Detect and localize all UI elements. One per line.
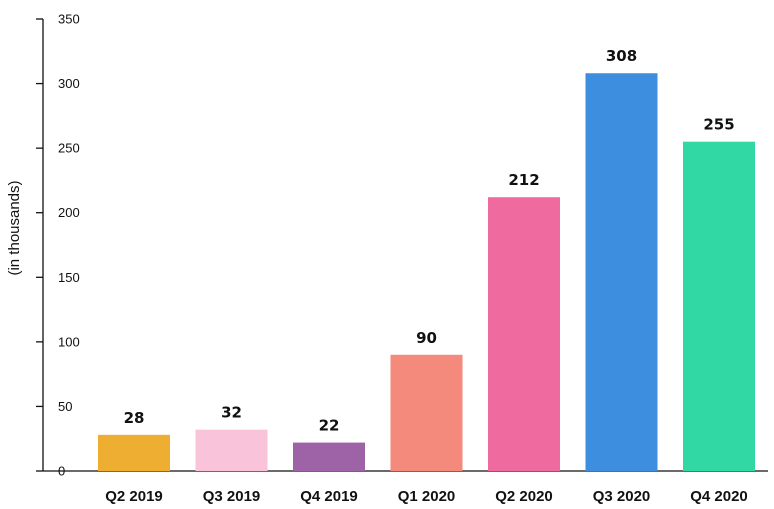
data-label: 212 — [508, 171, 539, 189]
bar-q2-2019 — [98, 434, 170, 471]
bar-q2-2020 — [488, 197, 560, 471]
bar-q1-2020 — [390, 354, 463, 471]
x-tick-label: Q2 2020 — [495, 488, 553, 505]
bar-q3-2020 — [585, 73, 658, 472]
x-tick-label: Q3 2020 — [593, 488, 651, 505]
x-tick-label: Q3 2019 — [203, 488, 261, 505]
data-label: 22 — [319, 417, 340, 435]
x-tick-label: Q1 2020 — [398, 488, 456, 505]
x-tick-label: Q4 2020 — [690, 488, 748, 505]
x-tick-label: Q2 2019 — [105, 488, 163, 505]
bars — [98, 73, 755, 472]
bar-q3-2019 — [195, 429, 268, 471]
data-label: 28 — [124, 409, 145, 427]
y-tick-label: 200 — [58, 205, 80, 220]
x-tick-label: Q4 2019 — [300, 488, 358, 505]
y-tick-label: 300 — [58, 76, 80, 91]
data-labels: 28 32 22 90 212 308 255 — [124, 47, 735, 434]
data-label: 32 — [221, 404, 242, 422]
y-tick-label: 150 — [58, 270, 80, 285]
data-label: 90 — [416, 329, 437, 347]
y-tick-label: 50 — [58, 399, 72, 414]
data-label: 255 — [703, 116, 734, 134]
y-tick-label: 350 — [58, 12, 80, 27]
y-tick-label: 100 — [58, 334, 80, 349]
data-label: 308 — [606, 47, 637, 65]
bar-q4-2020 — [683, 141, 755, 471]
y-tick-label: 250 — [58, 141, 80, 156]
x-axis: Q2 2019 Q3 2019 Q4 2019 Q1 2020 Q2 2020 Q3 20… — [43, 470, 768, 505]
y-axis-label: (in thousands) — [6, 180, 23, 275]
bar-q4-2019 — [293, 442, 365, 471]
